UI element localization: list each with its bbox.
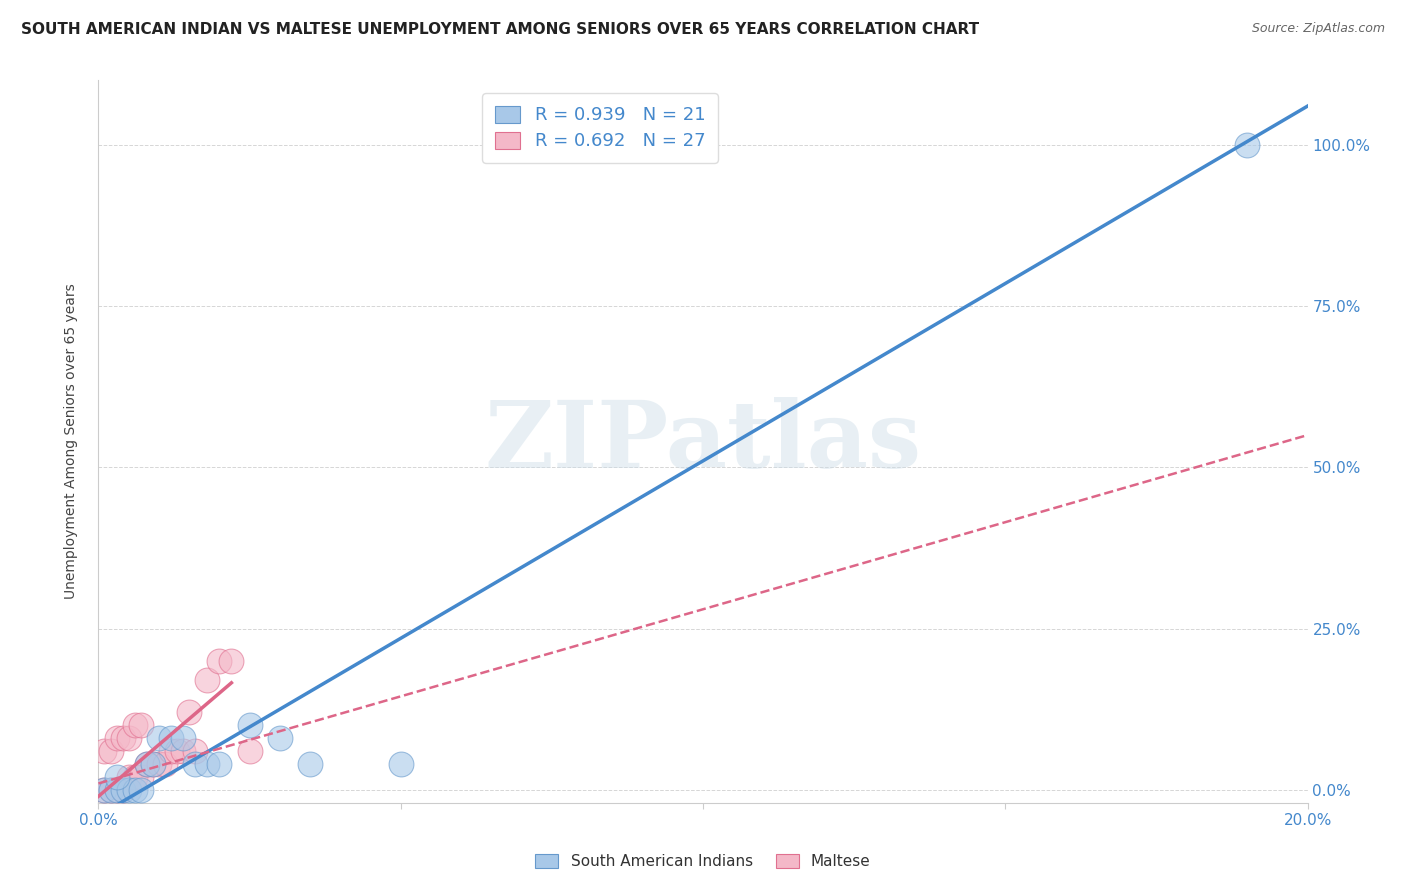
Point: [160, 731, 183, 746]
Point: [208, 654, 231, 668]
Point: [148, 757, 170, 772]
Point: [135, 757, 157, 772]
Point: [111, 783, 134, 797]
Point: [129, 783, 152, 797]
Point: [118, 731, 141, 746]
Point: [135, 757, 157, 772]
Point: [93, 783, 115, 797]
Y-axis label: Unemployment Among Seniors over 65 years: Unemployment Among Seniors over 65 years: [63, 284, 77, 599]
Point: [172, 731, 194, 746]
Point: [129, 718, 152, 732]
Text: SOUTH AMERICAN INDIAN VS MALTESE UNEMPLOYMENT AMONG SENIORS OVER 65 YEARS CORREL: SOUTH AMERICAN INDIAN VS MALTESE UNEMPLO…: [21, 22, 979, 37]
Point: [129, 770, 152, 784]
Point: [195, 673, 218, 688]
Point: [118, 783, 141, 797]
Point: [124, 718, 146, 732]
Point: [105, 731, 128, 746]
Point: [153, 757, 176, 772]
Point: [179, 706, 201, 720]
Text: Source: ZipAtlas.com: Source: ZipAtlas.com: [1251, 22, 1385, 36]
Point: [111, 731, 134, 746]
Point: [166, 744, 188, 758]
Legend: R = 0.939   N = 21, R = 0.692   N = 27: R = 0.939 N = 21, R = 0.692 N = 27: [482, 93, 718, 163]
Point: [195, 757, 218, 772]
Point: [239, 744, 262, 758]
Point: [184, 744, 207, 758]
Point: [221, 654, 243, 668]
Point: [93, 744, 115, 758]
Point: [184, 757, 207, 772]
Point: [105, 783, 128, 797]
Point: [111, 783, 134, 797]
Point: [160, 744, 183, 758]
Point: [269, 731, 291, 746]
Point: [118, 770, 141, 784]
Point: [299, 757, 322, 772]
Point: [124, 770, 146, 784]
Point: [100, 744, 122, 758]
Point: [148, 731, 170, 746]
Point: [100, 783, 122, 797]
Point: [124, 783, 146, 797]
Point: [1236, 137, 1258, 152]
Point: [172, 744, 194, 758]
Legend: South American Indians, Maltese: South American Indians, Maltese: [529, 847, 877, 875]
Point: [208, 757, 231, 772]
Point: [389, 757, 412, 772]
Point: [105, 783, 128, 797]
Point: [142, 757, 165, 772]
Point: [100, 783, 122, 797]
Point: [105, 770, 128, 784]
Point: [93, 783, 115, 797]
Point: [239, 718, 262, 732]
Text: ZIPatlas: ZIPatlas: [485, 397, 921, 486]
Point: [142, 757, 165, 772]
